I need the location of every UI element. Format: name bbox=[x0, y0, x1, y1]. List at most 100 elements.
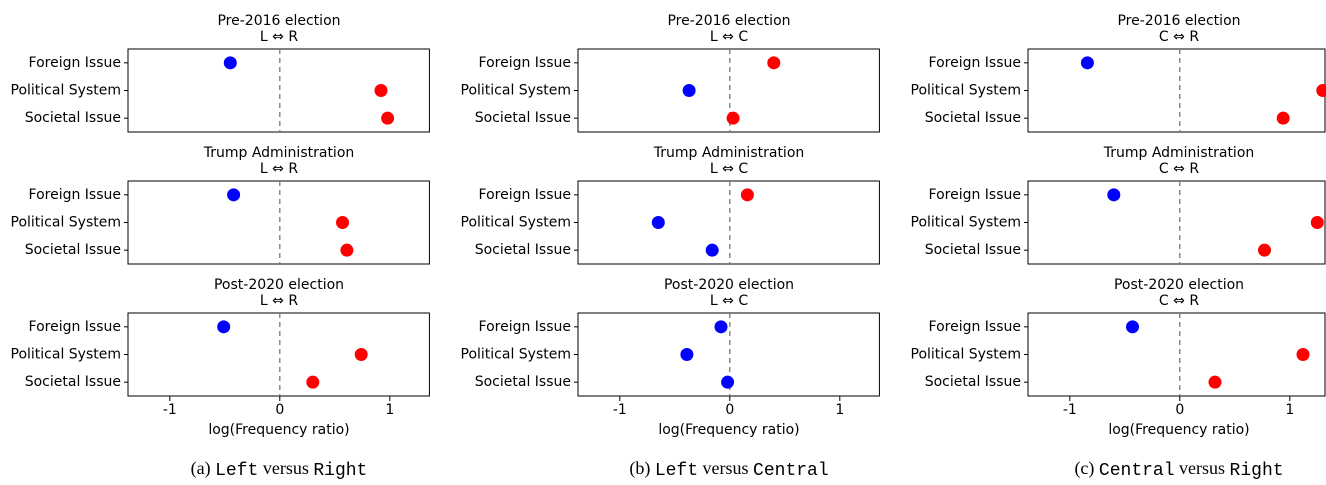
y-tick-label: Societal Issue bbox=[25, 110, 121, 126]
caption-label: (b) bbox=[629, 458, 650, 479]
dot bbox=[306, 375, 320, 389]
dot bbox=[374, 84, 388, 97]
panel-subtitle: L ⇔ C bbox=[710, 161, 748, 177]
caption-left: Left bbox=[655, 461, 698, 481]
x-tick-label: 0 bbox=[725, 402, 734, 418]
dot bbox=[354, 348, 368, 361]
panel-title: Post-2020 election bbox=[664, 277, 794, 293]
y-tick-label: Societal Issue bbox=[25, 242, 121, 258]
panel-title: Trump Administration bbox=[203, 145, 355, 161]
plot-frame bbox=[127, 180, 430, 265]
dot bbox=[651, 216, 665, 229]
panel-subtitle: L ⇔ R bbox=[260, 161, 298, 177]
y-tick-label: Political System bbox=[461, 83, 572, 99]
caption-label: (c) bbox=[1074, 458, 1094, 479]
dot bbox=[705, 243, 719, 257]
dot bbox=[227, 188, 241, 202]
y-tick-label: Societal Issue bbox=[475, 374, 571, 390]
x-tick-label: 1 bbox=[1285, 402, 1294, 418]
dot bbox=[1208, 375, 1222, 389]
x-tick-label: -1 bbox=[1063, 402, 1077, 418]
y-tick-label: Societal Issue bbox=[25, 374, 121, 390]
dot bbox=[767, 56, 781, 70]
dot bbox=[721, 375, 735, 389]
dot bbox=[714, 320, 728, 334]
panel-subtitle: C ⇔ R bbox=[1159, 293, 1199, 309]
dot bbox=[680, 348, 694, 361]
y-tick-label: Political System bbox=[911, 347, 1022, 363]
panel-title: Pre-2016 election bbox=[667, 13, 790, 29]
plot-frame bbox=[1027, 180, 1326, 265]
panel-subtitle: L ⇔ C bbox=[710, 293, 748, 309]
x-axis-label: log(Frequency ratio) bbox=[208, 422, 349, 438]
y-tick-label: Foreign Issue bbox=[29, 187, 121, 203]
panel-subtitle: C ⇔ R bbox=[1159, 29, 1199, 45]
dot bbox=[1126, 320, 1139, 334]
dot bbox=[1316, 84, 1326, 97]
caption-versus: versus bbox=[1179, 458, 1225, 478]
y-tick-label: Societal Issue bbox=[925, 242, 1021, 258]
y-tick-label: Foreign Issue bbox=[29, 55, 121, 71]
x-tick-label: 1 bbox=[385, 402, 394, 418]
x-tick-label: 1 bbox=[835, 402, 844, 418]
dot bbox=[1258, 243, 1271, 257]
panel-title: Post-2020 election bbox=[1114, 277, 1244, 293]
panel-title: Post-2020 election bbox=[214, 277, 344, 293]
caption-right: Right bbox=[1230, 461, 1284, 481]
y-tick-label: Foreign Issue bbox=[479, 55, 571, 71]
y-tick-label: Foreign Issue bbox=[929, 55, 1021, 71]
plot-frame bbox=[127, 312, 430, 397]
caption-versus: versus bbox=[263, 458, 309, 478]
x-tick-label: 0 bbox=[275, 402, 284, 418]
panel-subtitle: C ⇔ R bbox=[1159, 161, 1199, 177]
plot-frame bbox=[577, 180, 880, 265]
dot bbox=[1310, 216, 1324, 229]
y-tick-label: Foreign Issue bbox=[929, 319, 1021, 335]
y-tick-label: Foreign Issue bbox=[479, 187, 571, 203]
caption-left: Left bbox=[215, 461, 258, 481]
x-axis-label: log(Frequency ratio) bbox=[1108, 422, 1249, 438]
dot bbox=[1080, 56, 1094, 70]
dot bbox=[1107, 188, 1121, 202]
x-tick-label: -1 bbox=[613, 402, 627, 418]
caption: (b) Left versus Central bbox=[629, 458, 828, 481]
y-tick-label: Political System bbox=[461, 347, 572, 363]
caption-right: Central bbox=[753, 461, 829, 481]
caption-right: Right bbox=[313, 461, 367, 481]
panel-title: Pre-2016 election bbox=[1117, 13, 1240, 29]
panel-title: Pre-2016 election bbox=[217, 13, 340, 29]
caption: (c) Central versus Right bbox=[1074, 458, 1283, 481]
y-tick-label: Political System bbox=[11, 215, 122, 231]
x-tick-label: 0 bbox=[1175, 402, 1184, 418]
dot bbox=[340, 243, 354, 257]
dot bbox=[1276, 111, 1290, 125]
dot bbox=[336, 216, 349, 229]
plot-frame bbox=[1027, 312, 1326, 397]
y-tick-label: Societal Issue bbox=[475, 110, 571, 126]
caption-versus: versus bbox=[703, 458, 749, 478]
dot bbox=[223, 56, 237, 70]
dot bbox=[1296, 348, 1310, 361]
dot bbox=[381, 111, 395, 125]
dot bbox=[682, 84, 696, 97]
y-tick-label: Political System bbox=[911, 215, 1022, 231]
caption: (a) Left versus Right bbox=[191, 458, 368, 481]
panel-title: Trump Administration bbox=[653, 145, 805, 161]
y-tick-label: Political System bbox=[461, 215, 572, 231]
dot bbox=[740, 188, 754, 202]
panel-subtitle: L ⇔ R bbox=[260, 293, 298, 309]
y-tick-label: Foreign Issue bbox=[929, 187, 1021, 203]
dot bbox=[217, 320, 231, 334]
caption-label: (a) bbox=[191, 458, 211, 479]
dot bbox=[726, 111, 740, 125]
caption-left: Central bbox=[1099, 461, 1175, 481]
y-tick-label: Societal Issue bbox=[475, 242, 571, 258]
x-tick-label: -1 bbox=[163, 402, 177, 418]
panel-subtitle: L ⇔ R bbox=[260, 29, 298, 45]
y-tick-label: Foreign Issue bbox=[479, 319, 571, 335]
y-tick-label: Political System bbox=[11, 83, 122, 99]
y-tick-label: Societal Issue bbox=[925, 374, 1021, 390]
y-tick-label: Foreign Issue bbox=[29, 319, 121, 335]
y-tick-label: Political System bbox=[911, 83, 1022, 99]
